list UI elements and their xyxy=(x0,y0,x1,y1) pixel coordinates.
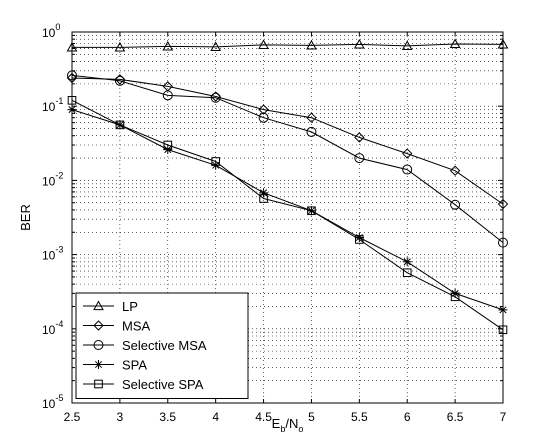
series-line xyxy=(71,109,504,311)
series-line xyxy=(71,77,504,205)
data-point-diamond xyxy=(354,132,365,143)
y-tick-label: 10-3 xyxy=(42,245,63,263)
y-axis-label: BER xyxy=(18,204,33,231)
y-tick-label-exponent: -3 xyxy=(55,245,63,255)
series-line xyxy=(72,43,504,48)
x-tick-labels: 2.5 3 3.5 4 4.5 5 5.5 6 6.5 7 xyxy=(64,410,507,424)
data-point-circle xyxy=(354,153,365,164)
legend-item: LP xyxy=(83,299,138,314)
data-point-diamond xyxy=(306,112,317,123)
y-tick-label-base: 10 xyxy=(42,26,56,40)
y-tick-label-base: 10 xyxy=(42,397,56,411)
data-point-star xyxy=(354,233,364,243)
y-tick-label-exponent: -1 xyxy=(55,96,63,106)
y-tick-label: 10-4 xyxy=(42,319,63,337)
data-point-triangle xyxy=(306,39,317,50)
legend-box xyxy=(75,292,249,399)
data-point-square xyxy=(259,194,268,203)
legend-item: Selective MSA xyxy=(83,338,207,353)
data-point-diamond xyxy=(449,165,461,176)
y-tick-label-exponent: -5 xyxy=(55,393,63,403)
legend-label: Selective SPA xyxy=(122,377,204,392)
data-point-circle xyxy=(162,90,173,101)
legend-marker-diamond xyxy=(93,320,104,331)
legend-marker-circle xyxy=(93,340,104,350)
x-axis-label: Eb/No xyxy=(272,416,304,434)
data-point-square xyxy=(355,235,364,244)
plot-frame xyxy=(71,31,504,404)
data-point-square xyxy=(402,268,412,278)
data-point-triangle xyxy=(258,39,269,50)
legend-label: SPA xyxy=(122,358,147,373)
legend-marker-star xyxy=(94,360,103,369)
data-point-square xyxy=(163,140,173,150)
data-point-star xyxy=(402,257,412,267)
x-tick-label: 3.5 xyxy=(159,410,176,424)
legend-marker-square xyxy=(94,379,103,389)
x-tick-label: 7 xyxy=(500,410,507,424)
y-tick-label-base: 10 xyxy=(42,100,56,114)
data-point-circle xyxy=(210,92,221,103)
y-tick-label: 100 xyxy=(42,22,60,40)
data-point-diamond xyxy=(402,148,413,159)
y-tick-label-base: 10 xyxy=(42,174,56,188)
series-selective-spa xyxy=(67,96,508,335)
y-tick-label: 10-5 xyxy=(42,393,63,411)
data-point-star xyxy=(259,188,269,198)
x-tick-label: 6.5 xyxy=(447,410,464,424)
x-tick-label: 4.5 xyxy=(255,410,272,424)
y-tick-label: 10-2 xyxy=(42,170,63,188)
ticks xyxy=(71,32,504,404)
data-point-triangle xyxy=(401,40,413,50)
data-point-diamond xyxy=(258,104,269,115)
legend-item: SPA xyxy=(83,358,147,373)
data-point-square xyxy=(211,157,220,166)
data-point-circle xyxy=(450,199,461,210)
data-point-circle xyxy=(114,75,125,86)
x-axis-label-sub2: o xyxy=(298,424,303,434)
data-point-diamond xyxy=(210,91,221,102)
x-tick-label: 6 xyxy=(404,410,411,424)
legend-label: MSA xyxy=(122,319,151,334)
x-tick-label: 3 xyxy=(117,410,124,424)
data-point-triangle xyxy=(449,38,461,49)
x-axis-label-mid: /N xyxy=(285,416,298,431)
data-point-triangle xyxy=(210,41,222,51)
series-line xyxy=(71,99,504,331)
x-tick-label: 2.5 xyxy=(64,410,81,424)
x-tick-label: 5 xyxy=(308,410,315,424)
y-tick-label-exponent: 0 xyxy=(55,22,60,32)
legend: LP MSA Selective MSA SPA Selective SPA xyxy=(75,292,249,399)
y-tick-label-base: 10 xyxy=(42,249,56,263)
x-tick-label: 5.5 xyxy=(351,410,368,424)
legend-label: Selective MSA xyxy=(122,338,207,353)
y-tick-label: 10-1 xyxy=(42,96,63,114)
data-point-circle xyxy=(402,164,413,175)
legend-marker-triangle xyxy=(93,300,104,311)
data-point-circle xyxy=(258,112,269,123)
legend-item: Selective SPA xyxy=(83,377,204,392)
data-point-square xyxy=(450,292,460,302)
legend-label: LP xyxy=(122,299,138,314)
y-tick-label-exponent: -4 xyxy=(55,319,63,329)
series-line xyxy=(71,74,504,243)
data-point-diamond xyxy=(114,74,126,85)
data-point-triangle xyxy=(353,38,365,49)
data-point-square xyxy=(307,206,316,216)
legend-item: MSA xyxy=(83,319,151,334)
data-point-square xyxy=(115,120,125,130)
y-tick-label-exponent: -2 xyxy=(55,170,63,180)
data-point-circle xyxy=(306,126,317,137)
x-tick-label: 4 xyxy=(212,410,219,424)
y-tick-label-base: 10 xyxy=(42,323,56,337)
x-axis-label-sub1: b xyxy=(280,424,285,434)
x-axis-label-base: E xyxy=(272,416,281,431)
data-point-star xyxy=(163,145,173,155)
data-point-triangle xyxy=(114,41,126,52)
data-point-triangle xyxy=(162,40,174,51)
